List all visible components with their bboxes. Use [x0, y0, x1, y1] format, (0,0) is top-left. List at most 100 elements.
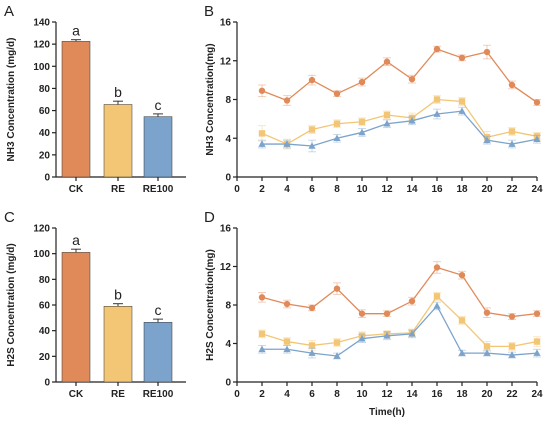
marker-circle — [408, 297, 416, 305]
y-tick-label: 16 — [220, 18, 232, 29]
marker-circle — [383, 58, 391, 65]
panel-label-b: B — [204, 3, 214, 20]
x-tick-label: 0 — [234, 184, 240, 195]
marker-circle — [458, 54, 466, 62]
significance-letter: b — [114, 84, 122, 100]
marker-triangle — [358, 128, 366, 136]
marker-circle — [333, 285, 341, 292]
marker-circle — [358, 310, 366, 317]
y-tick-label: 40 — [39, 326, 51, 337]
marker-triangle — [258, 140, 266, 147]
marker-square — [358, 118, 366, 125]
y-tick-label: 8 — [225, 301, 231, 312]
y-tick-label: 140 — [33, 18, 50, 29]
significance-letter: c — [155, 302, 162, 318]
marker-circle — [508, 313, 516, 320]
marker-square — [458, 317, 466, 324]
x-tick-label: 18 — [456, 389, 468, 400]
series-ck — [258, 44, 541, 106]
marker-circle — [308, 304, 316, 312]
marker-circle — [433, 264, 441, 271]
y-tick-label: 80 — [39, 275, 51, 286]
marker-square — [283, 338, 291, 345]
y-tick-label: 12 — [220, 262, 232, 273]
x-tick-label: CK — [69, 389, 84, 400]
marker-triangle — [358, 334, 366, 342]
x-tick-label: 22 — [506, 389, 518, 400]
marker-circle — [283, 97, 291, 104]
y-tick-label: 0 — [225, 378, 231, 389]
bar-re100 — [143, 322, 173, 383]
marker-triangle — [458, 107, 466, 114]
marker-circle — [258, 294, 266, 301]
x-tick-label: CK — [69, 184, 84, 195]
marker-triangle — [433, 110, 441, 117]
y-tick-label: 4 — [225, 339, 231, 350]
series-line — [261, 266, 538, 318]
y-axis-title: H2S Concentration (mg/d) — [6, 243, 17, 366]
marker-triangle — [333, 134, 341, 142]
x-tick-label: 16 — [431, 389, 443, 400]
x-tick-label: RE100 — [143, 389, 174, 400]
series-re100 — [258, 301, 541, 360]
x-tick-label: 16 — [431, 184, 443, 195]
significance-letter: a — [72, 232, 80, 248]
y-tick-label: 20 — [39, 150, 51, 161]
panel-c-h2s-bar-chart: 0 20 40 60 80 100 120 H2S Concentration (mg/d) a… — [6, 224, 186, 400]
marker-triangle — [383, 332, 391, 339]
panel-label-a: A — [4, 3, 14, 20]
marker-square — [333, 120, 341, 127]
marker-square — [308, 342, 316, 349]
marker-circle — [333, 90, 341, 97]
series-line — [261, 48, 538, 103]
x-tick-label: 12 — [381, 184, 393, 195]
series-re — [258, 292, 541, 352]
x-tick-label: 10 — [356, 389, 368, 400]
bar-re — [103, 104, 133, 178]
x-tick-label: 24 — [531, 389, 543, 400]
series-line — [262, 304, 538, 357]
x-tick-label: 22 — [506, 184, 518, 195]
series-line — [261, 295, 538, 348]
marker-circle — [483, 309, 491, 316]
x-tick-label: 2 — [259, 389, 265, 400]
y-tick-label: 12 — [220, 56, 232, 67]
marker-triangle — [408, 330, 416, 337]
bar-ck — [61, 252, 91, 383]
marker-triangle — [408, 117, 416, 124]
x-tick-label: 14 — [406, 184, 418, 195]
marker-triangle — [308, 349, 316, 356]
x-tick-label: 6 — [309, 184, 315, 195]
marker-circle — [533, 310, 541, 317]
y-tick-label: 16 — [220, 224, 232, 235]
marker-square — [433, 96, 441, 103]
y-tick-label: 60 — [39, 106, 51, 117]
marker-triangle — [533, 135, 541, 143]
y-tick-label: 120 — [33, 40, 50, 51]
series-re100 — [258, 106, 541, 153]
marker-circle — [308, 76, 316, 84]
marker-square — [258, 330, 266, 338]
marker-circle — [458, 271, 466, 279]
marker-circle — [383, 310, 391, 317]
x-tick-label: RE — [111, 389, 125, 400]
y-tick-label: 120 — [33, 224, 50, 235]
marker-triangle — [533, 349, 541, 356]
y-tick-label: 8 — [225, 95, 231, 106]
series-line — [261, 98, 538, 145]
marker-triangle — [283, 345, 291, 353]
bar-re100 — [143, 116, 173, 178]
y-axis-title: NH3 Concentration (mg/d) — [6, 38, 17, 162]
marker-square — [458, 98, 466, 105]
x-tick-label: 2 — [259, 184, 265, 195]
x-axis-title: Time(h) — [369, 407, 405, 418]
marker-triangle — [308, 142, 316, 149]
x-tick-label: 8 — [334, 184, 340, 195]
marker-triangle — [333, 352, 341, 359]
marker-square — [508, 343, 516, 350]
marker-circle — [258, 87, 266, 94]
marker-triangle — [508, 140, 516, 147]
y-tick-label: 0 — [44, 173, 50, 184]
